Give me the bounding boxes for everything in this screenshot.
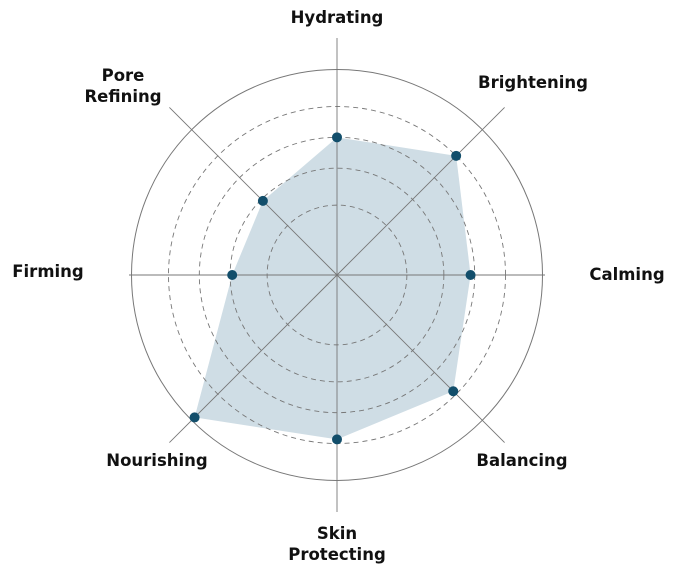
axis-label-line: Balancing [476,451,567,470]
axis-label-line: Skin [317,524,357,543]
data-point-4 [332,434,342,445]
data-point-2 [465,270,476,280]
data-area [194,137,471,440]
axis-label-line: Brightening [478,73,588,92]
spoke-3 [336,274,505,443]
axis-label-line: Hydrating [291,8,384,27]
data-point-1 [451,150,462,161]
axis-label-6: Firming [12,262,83,281]
axis-label-line: Nourishing [106,451,207,470]
axis-label-0: Hydrating [291,8,384,27]
axis-label-3: Balancing [476,451,567,470]
axis-label-5: Nourishing [106,451,207,470]
data-point-6 [227,270,238,280]
axis-label-line: Pore [102,66,145,85]
axis-label-line: Protecting [288,545,386,564]
spoke-7 [169,107,338,276]
spoke-1 [336,107,505,276]
axis-label-4: Skin Protecting [288,524,386,564]
axis-label-line: Firming [12,262,83,281]
data-point-5 [189,412,200,423]
axis-label-line: Refining [84,87,161,106]
axis-label-1: Brightening [478,73,588,92]
axis-label-2: Calming [589,265,664,284]
axis-label-7: Pore Refining [84,66,161,106]
data-point-0 [332,132,342,143]
data-point-7 [257,195,268,206]
data-point-3 [448,386,459,397]
axis-label-line: Calming [589,265,664,284]
